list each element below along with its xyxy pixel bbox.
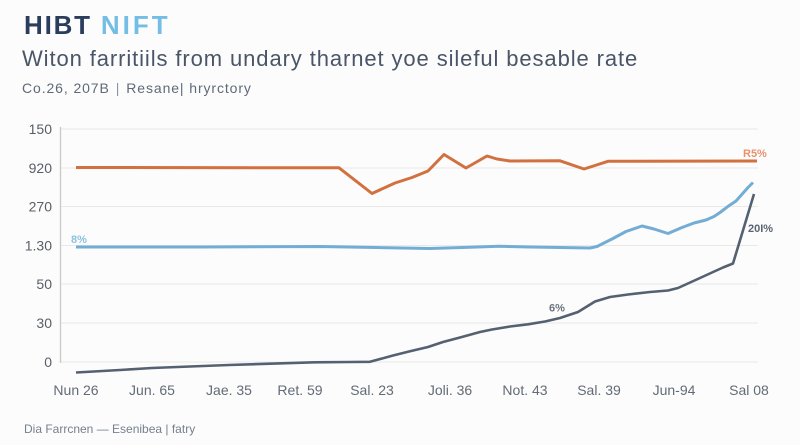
svg-text:20I%: 20I% bbox=[748, 223, 773, 235]
svg-text:8%: 8% bbox=[71, 234, 87, 246]
svg-text:0: 0 bbox=[44, 354, 52, 370]
svg-text:R5%: R5% bbox=[743, 148, 767, 160]
svg-text:Jun-94: Jun-94 bbox=[653, 382, 696, 398]
svg-text:270: 270 bbox=[29, 199, 53, 215]
svg-text:6%: 6% bbox=[549, 303, 565, 315]
svg-text:920: 920 bbox=[29, 160, 53, 176]
svg-text:Sal. 23: Sal. 23 bbox=[350, 382, 394, 398]
svg-text:Joli. 36: Joli. 36 bbox=[428, 382, 473, 398]
svg-text:Sal 08: Sal 08 bbox=[729, 382, 769, 398]
svg-text:Jun. 65: Jun. 65 bbox=[129, 382, 175, 398]
svg-text:30: 30 bbox=[36, 315, 52, 331]
svg-text:50: 50 bbox=[36, 276, 52, 292]
svg-text:Nun 26: Nun 26 bbox=[53, 382, 98, 398]
svg-text:Sal. 39: Sal. 39 bbox=[577, 382, 621, 398]
svg-text:1.30: 1.30 bbox=[25, 238, 52, 254]
svg-text:Ret. 59: Ret. 59 bbox=[277, 382, 322, 398]
svg-text:150: 150 bbox=[29, 121, 53, 137]
svg-text:Not. 43: Not. 43 bbox=[502, 382, 547, 398]
svg-text:Jae. 35: Jae. 35 bbox=[206, 382, 252, 398]
